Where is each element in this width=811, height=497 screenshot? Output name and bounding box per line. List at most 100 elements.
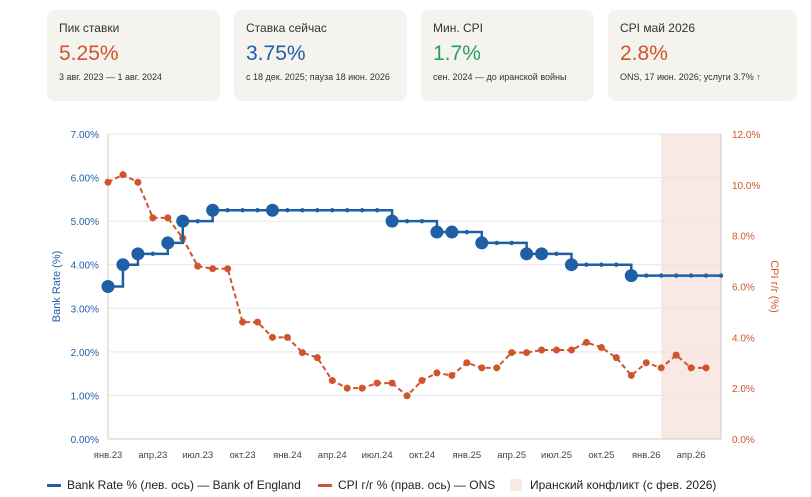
x-tick-label: июл.23 — [182, 450, 213, 461]
bank-rate-decision-point — [265, 203, 279, 217]
card-value: 1.7% — [433, 42, 481, 65]
bank-rate-decision-point — [101, 280, 115, 293]
left-tick-label: 1.00% — [71, 391, 99, 402]
legend-swatch — [318, 484, 332, 487]
x-tick-label: янв.26 — [632, 450, 661, 461]
x-tick-label: окт.23 — [230, 450, 256, 461]
right-axis-title: CPI г/г (%) — [768, 260, 780, 313]
bank-rate-point — [658, 273, 664, 278]
cpi-point — [239, 318, 247, 326]
card-label: Ставка сейчас — [246, 21, 327, 35]
right-tick-label: 2.0% — [732, 384, 755, 395]
x-tick-label: окт.25 — [588, 450, 614, 461]
bank-rate-point — [345, 208, 350, 213]
cpi-point — [642, 359, 650, 367]
cpi-point — [448, 371, 456, 379]
cpi-point — [418, 377, 426, 385]
cpi-point — [328, 377, 336, 385]
bank-rate-point — [195, 218, 200, 224]
left-axis-title: Bank Rate (%) — [51, 251, 63, 323]
cpi-point — [463, 359, 471, 367]
bank-rate-point — [673, 273, 679, 278]
legend: Bank Rate % (лев. ось) — Bank of England… — [0, 474, 811, 494]
cpi-point — [373, 379, 381, 387]
cpi-point — [702, 364, 710, 372]
rate-cpi-chart: 0.00% 1.00% 2.00% 3.00% 4.00% 5.00% 6.00% 7.00%… — [51, 130, 780, 461]
cpi-point — [538, 346, 546, 354]
cpi-point — [298, 349, 306, 357]
bank-rate-point — [285, 208, 290, 213]
x-tick-label: апр.25 — [497, 450, 526, 461]
cpi-point — [433, 369, 441, 377]
bank-rate-point — [225, 208, 230, 213]
right-tick-label: 0.0% — [732, 435, 755, 446]
bank-rate-point — [509, 240, 514, 246]
right-tick-label: 12.0% — [732, 130, 760, 141]
cpi-point — [627, 371, 635, 379]
cpi-point — [343, 384, 351, 392]
bank-rate-decision-point — [385, 214, 399, 228]
card-value: 5.25% — [59, 42, 119, 65]
cpi-point — [478, 364, 486, 372]
bank-rate-point — [644, 273, 649, 278]
left-tick-label: 0.00% — [71, 435, 99, 446]
card-peak-rate: Пик ставки 5.25% 3 авг. 2023 — 1 авг. 20… — [47, 10, 220, 101]
card-subtext: сен. 2024 — до иранской войны — [433, 72, 567, 82]
cpi-point — [597, 344, 605, 351]
card-value: 2.8% — [620, 42, 668, 65]
cpi-series-line — [107, 173, 707, 398]
legend-label: CPI г/г % (прав. ось) — ONS — [338, 478, 496, 492]
bank-rate-point — [614, 262, 619, 267]
left-tick-label: 4.00% — [71, 261, 99, 272]
bank-rate-decision-point — [176, 214, 190, 228]
bank-rate-decision-point — [535, 247, 549, 261]
cpi-point — [403, 392, 411, 400]
card-value: 3.75% — [246, 42, 306, 65]
cpi-point — [209, 265, 217, 273]
bank-rate-point — [494, 240, 499, 246]
cpi-point — [687, 364, 695, 372]
bank-rate-decision-point — [206, 203, 220, 217]
legend-label: Bank Rate % (лев. ось) — Bank of England — [67, 478, 301, 492]
right-tick-label: 4.0% — [732, 333, 755, 344]
bank-rate-point — [315, 208, 320, 213]
legend-swatch — [47, 484, 61, 487]
x-tick-label: июл.24 — [362, 450, 393, 461]
x-tick-label: янв.25 — [453, 450, 482, 461]
cpi-point — [134, 178, 142, 186]
cpi-point — [224, 265, 232, 273]
x-tick-label: окт.24 — [409, 450, 435, 461]
x-tick-label: апр.23 — [138, 450, 167, 461]
x-tick-label: апр.24 — [318, 450, 347, 461]
bank-rate-point — [240, 208, 245, 213]
cpi-point — [268, 333, 276, 341]
cpi-point — [493, 364, 501, 372]
bank-rate-decision-point — [430, 225, 444, 239]
bank-rate-point — [419, 218, 425, 224]
bank-rate-decision-point — [564, 258, 578, 272]
card-current-rate: Ставка сейчас 3.75% с 18 дек. 2025; пауз… — [234, 10, 407, 101]
right-tick-label: 8.0% — [732, 232, 755, 243]
stat-cards: Пик ставки 5.25% 3 авг. 2023 — 1 авг. 20… — [47, 10, 797, 101]
card-subtext: ONS, 17 июн. 2026; услуги 3.7% ↑ — [620, 72, 761, 82]
left-tick-label: 7.00% — [71, 130, 99, 141]
cpi-point — [194, 262, 202, 270]
bank-rate-point — [718, 273, 724, 278]
card-min-cpi: Мин. CPI 1.7% сен. 2024 — до иранской во… — [421, 10, 594, 101]
shaded-region-iran-conflict — [661, 134, 721, 439]
bank-rate-point — [703, 273, 709, 278]
card-label: CPI май 2026 — [620, 21, 695, 35]
bank-rate-point — [300, 208, 305, 213]
cpi-point — [254, 318, 262, 326]
card-label: Мин. CPI — [433, 21, 483, 35]
cpi-point — [313, 354, 321, 362]
left-tick-label: 3.00% — [71, 304, 99, 315]
bank-rate-decision-point — [161, 236, 175, 250]
x-tick-label: июл.25 — [541, 450, 572, 461]
cpi-point — [104, 178, 112, 186]
bank-rate-point — [150, 251, 156, 257]
cpi-point — [358, 384, 366, 392]
cpi-point — [612, 354, 620, 362]
x-tick-label: апр.26 — [677, 450, 706, 461]
cpi-point — [672, 351, 680, 359]
